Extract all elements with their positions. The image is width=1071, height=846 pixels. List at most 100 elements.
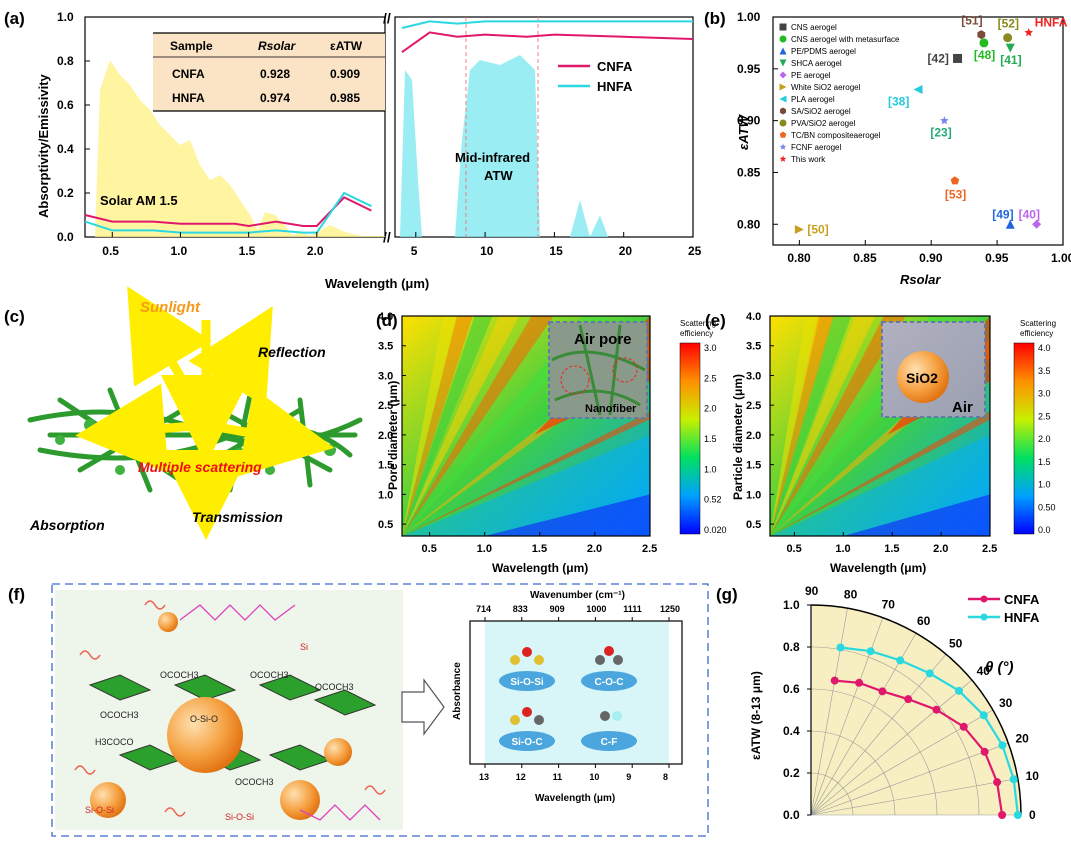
polar-point xyxy=(998,811,1007,819)
angle-tick-label: 30 xyxy=(999,696,1013,710)
resonance-band xyxy=(770,316,876,536)
low-scatter-region xyxy=(843,494,990,536)
resonance-band xyxy=(402,316,554,536)
r-tick-label: 0.6 xyxy=(783,682,800,696)
angle-tick-label: 10 xyxy=(1026,769,1040,783)
colorbar-tick-label: 2.0 xyxy=(1038,434,1051,444)
top-tick-label: 1111 xyxy=(623,604,642,614)
scatter-point xyxy=(953,53,963,63)
bond-badges: Si-O-Si C-O-C Si-O-C C-F xyxy=(499,671,637,751)
r-tick-label: 0.2 xyxy=(783,766,800,780)
panel-d-ticks: 0.5 1.0 1.5 2.0 2.5 3.0 3.5 4.0 0.5 1.0 1.5 2.0 2.5 xyxy=(378,311,657,555)
low-scatter-region xyxy=(484,494,650,536)
svg-text:OCOCH3: OCOCH3 xyxy=(315,682,354,692)
panel-e-ticks: 0.5 1.0 1.5 2.0 2.5 3.0 3.5 4.0 0.5 1.0 1.5 2.0 2.5 xyxy=(746,311,997,555)
bond-molecule-icons xyxy=(510,646,623,725)
bond-badge xyxy=(499,671,555,691)
colorbar-tick-label: 2.0 xyxy=(704,404,717,414)
panel-g-label: (g) xyxy=(716,585,738,604)
atmosphere-transmittance-area xyxy=(400,55,608,237)
legend-label: PE aerogel xyxy=(791,71,831,80)
sunlight-label: Sunlight xyxy=(140,299,201,316)
point-label: [41] xyxy=(1000,53,1021,67)
legend-marker xyxy=(779,47,787,55)
colorbar-tick-label: 1.5 xyxy=(1038,457,1051,467)
x-tick-label: 1.00 xyxy=(1051,251,1071,265)
x-tick-label: 1.5 xyxy=(239,244,256,258)
y-tick-label: 0.4 xyxy=(57,142,74,156)
bottom-tick-label: 13 xyxy=(479,772,489,782)
light-arrows xyxy=(75,286,335,540)
legend-marker-hnfa-g xyxy=(980,613,988,621)
bond-badge xyxy=(581,671,637,691)
point-label: [53] xyxy=(945,188,966,202)
x-tick-label: 1.0 xyxy=(170,244,187,258)
svg-text:O-Si-O: O-Si-O xyxy=(190,714,218,724)
angle-tick-label: 0 xyxy=(1029,808,1036,822)
ftir-bottom-title: Wavelength (μm) xyxy=(535,793,615,804)
scatter-point xyxy=(940,116,949,125)
y-tick-label: 0.85 xyxy=(737,165,761,179)
sio2-sphere-icon xyxy=(897,351,949,403)
legend-label: CNS aerogel with metasurface xyxy=(791,35,900,44)
r-tick-label: 0.0 xyxy=(783,808,800,822)
resonance-band xyxy=(402,316,520,536)
y-tick-label: 3.0 xyxy=(746,370,761,382)
bond-label: Si-O-Si xyxy=(510,677,544,688)
scatter-point xyxy=(1005,43,1015,53)
colorbar-tick-label: 2.5 xyxy=(704,373,717,383)
panel-c: (c) Sunlight Reflection xyxy=(4,286,363,540)
colorbar-tick-label: 3.0 xyxy=(704,343,717,353)
polar-grid-arc xyxy=(810,688,938,816)
point-label: [40] xyxy=(1019,207,1040,221)
resonance-band xyxy=(402,316,473,536)
legend-label: PE/PDMS aerogel xyxy=(791,47,856,56)
bond-label: C-O-C xyxy=(595,677,624,688)
point-label: [51] xyxy=(961,14,982,28)
pore-outline xyxy=(560,365,590,395)
polar-point xyxy=(896,656,905,665)
series-line-hnfa-vis xyxy=(84,191,372,234)
heatmap-e-frame xyxy=(769,315,991,537)
resonance-band xyxy=(770,316,820,536)
polar-point xyxy=(830,676,839,685)
y-tick-label: 3.5 xyxy=(746,341,761,353)
colorbar-tick-label: 2.5 xyxy=(1038,411,1051,421)
bond-label: Si-O-C xyxy=(511,737,542,748)
x-tick-label: 1.0 xyxy=(477,543,492,555)
x-tick-label: 5 xyxy=(411,244,418,258)
sio2-particles xyxy=(90,612,352,820)
y-tick-label: 2.0 xyxy=(378,430,393,442)
y-tick-label: 1.5 xyxy=(746,460,761,472)
bottom-tick-label: 10 xyxy=(589,772,599,782)
inset-sio2-label: SiO2 xyxy=(906,370,938,386)
fluoro-chains xyxy=(179,604,381,821)
top-tick-label: 909 xyxy=(550,604,565,614)
angle-tick-label: 70 xyxy=(882,598,896,612)
point-label: [42] xyxy=(928,51,949,65)
scatter-point xyxy=(794,224,804,234)
pore-outline xyxy=(612,357,638,383)
polar-point xyxy=(1013,811,1022,819)
x-tick-label: 2.0 xyxy=(587,543,602,555)
polar-point xyxy=(954,686,963,695)
y-tick-label: 0.80 xyxy=(737,217,761,231)
heatmap-d-frame xyxy=(401,315,651,537)
inset-fibers xyxy=(551,324,646,416)
y-tick-label: 0.95 xyxy=(737,62,761,76)
colorbar-tick-label: 4.0 xyxy=(1038,343,1051,353)
atw-label-1: Mid-infrared xyxy=(455,150,530,165)
legend-label: White SiO2 aerogel xyxy=(791,83,861,92)
y-tick-label: 1.00 xyxy=(737,10,761,24)
polar-point xyxy=(925,669,934,678)
legend-marker-cnfa-g xyxy=(980,595,988,603)
scatter-point xyxy=(1005,219,1015,229)
legend-marker xyxy=(779,95,787,103)
angle-tick-label: 20 xyxy=(1015,731,1029,745)
panel-a-label: (a) xyxy=(4,9,25,28)
point-label: [50] xyxy=(807,222,828,236)
legend-marker xyxy=(779,143,787,150)
x-tick-label: 2.0 xyxy=(307,244,324,258)
resonance-band xyxy=(770,316,834,536)
legend-marker xyxy=(779,131,787,138)
